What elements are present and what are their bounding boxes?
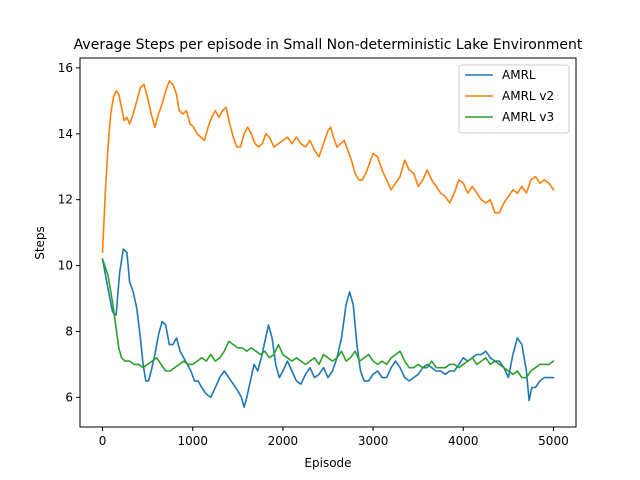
y-tick-label-3: 12 [58,193,73,207]
y-axis-label: Steps [33,226,47,260]
chart-title: Average Steps per episode in Small Non-d… [74,37,583,53]
legend: AMRL AMRL v2 AMRL v3 [458,64,570,134]
legend-box [458,64,570,134]
legend-label-1: AMRL v2 [502,89,554,103]
series-line-1 [101,80,555,254]
y-tick-label-2: 10 [58,259,73,273]
series-line-2 [101,258,555,379]
plot-frame [79,57,577,428]
y-axis: 6 8 10 12 14 16 [58,61,80,404]
x-tick-label-3: 3000 [358,434,389,448]
y-tick-label-0: 6 [65,390,73,404]
x-tick-label-4: 4000 [448,434,479,448]
x-tick-label-2: 2000 [268,434,299,448]
x-tick-label-5: 5000 [538,434,569,448]
series-layer [101,80,555,408]
x-tick-label-1: 1000 [177,434,208,448]
y-tick-label-1: 8 [65,324,73,338]
y-tick-label-4: 14 [58,127,73,141]
legend-label-2: AMRL v3 [502,110,554,124]
x-axis-label: Episode [304,456,351,470]
x-axis: 0 1000 2000 3000 4000 5000 [99,427,569,448]
y-tick-label-5: 16 [58,61,73,75]
legend-label-0: AMRL [502,68,536,82]
x-tick-label-0: 0 [99,434,107,448]
